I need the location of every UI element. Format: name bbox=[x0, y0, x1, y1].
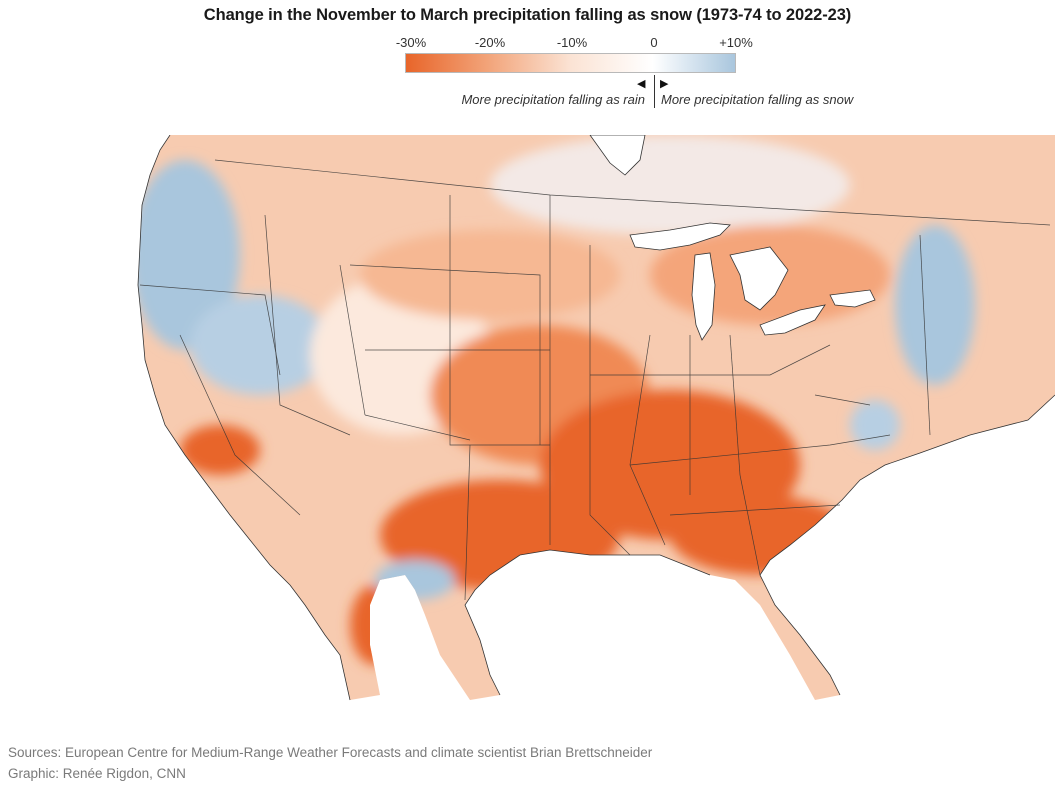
pacific-northwest-snow-region bbox=[138, 160, 240, 350]
lake-ontario bbox=[829, 289, 876, 308]
lake-huron bbox=[729, 246, 789, 311]
legend-tick-minus-30: -30% bbox=[395, 35, 427, 50]
hudson-bay-inlet bbox=[589, 135, 646, 176]
texas-border-snow-region bbox=[375, 560, 455, 600]
legend-zero-divider bbox=[654, 75, 655, 108]
mid-atlantic-snow-region bbox=[850, 400, 900, 450]
legend-tick-minus-10: -10% bbox=[556, 35, 588, 50]
right-arrow-icon: ▶ bbox=[660, 78, 669, 90]
map-color-field bbox=[138, 135, 1055, 700]
northeast-snow-region bbox=[895, 225, 975, 385]
legend-gradient-bar bbox=[405, 53, 736, 73]
graphic-credit-line: Graphic: Renée Rigdon, CNN bbox=[8, 766, 186, 781]
southwest-rain-region bbox=[180, 425, 260, 475]
legend-tick-plus-10: +10% bbox=[719, 35, 753, 50]
lake-superior bbox=[629, 222, 731, 251]
canada-light-region bbox=[490, 135, 850, 235]
legend-tick-minus-20: -20% bbox=[474, 35, 506, 50]
great-plains-north-region bbox=[360, 230, 620, 320]
state-borders bbox=[139, 159, 1051, 601]
legend-snow-note: More precipitation falling as snow bbox=[661, 92, 854, 107]
left-arrow-icon: ◀ bbox=[637, 78, 646, 90]
lake-michigan bbox=[691, 252, 716, 341]
lake-erie bbox=[759, 304, 826, 336]
legend-tick-zero: 0 bbox=[650, 35, 658, 50]
legend-rain-note: More precipitation falling as rain bbox=[461, 92, 645, 107]
snow-change-map bbox=[137, 135, 1055, 701]
color-legend: -30% -20% -10% 0 +10% ◀ ▶ More precipita… bbox=[0, 0, 1055, 110]
water-bodies bbox=[589, 135, 876, 341]
mexico-rain-region bbox=[350, 585, 400, 665]
rockies-snow-region bbox=[190, 295, 330, 395]
sources-line: Sources: European Centre for Medium-Rang… bbox=[8, 745, 653, 760]
southeast-rain-region bbox=[670, 495, 850, 575]
source-note: Sources: European Centre for Medium-Rang… bbox=[8, 742, 652, 784]
coastline bbox=[137, 135, 1055, 701]
chart-title: Change in the November to March precipit… bbox=[203, 6, 852, 24]
